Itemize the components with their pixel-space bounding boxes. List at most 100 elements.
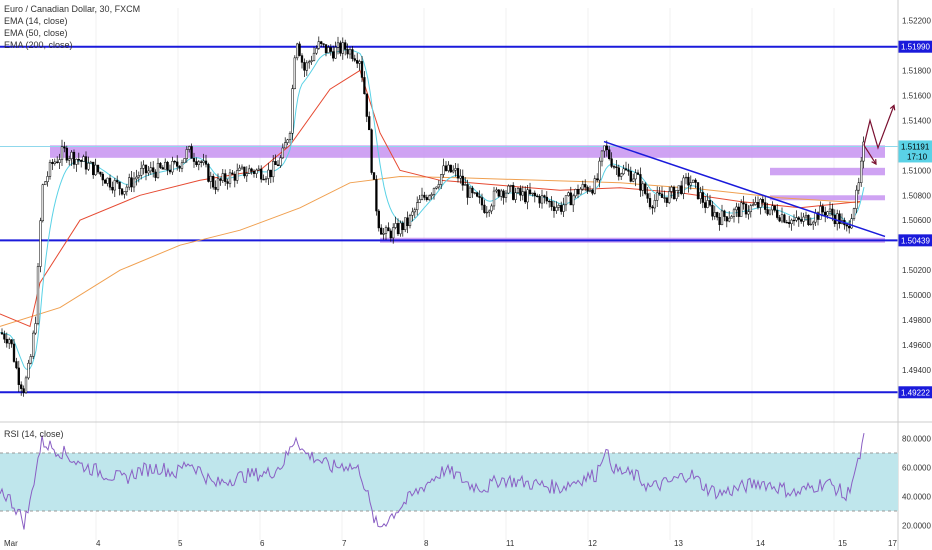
candle-body xyxy=(588,190,592,192)
candle-body xyxy=(776,210,779,218)
rsi-y-tick-label: 20.0000 xyxy=(902,522,931,531)
candle-body xyxy=(824,211,827,216)
candle-body xyxy=(166,161,169,171)
candle-body xyxy=(238,167,241,171)
candle-body xyxy=(68,158,71,161)
candle-body xyxy=(432,188,436,195)
candle-body xyxy=(257,168,260,171)
candle-body xyxy=(418,199,421,203)
candle-body xyxy=(0,332,4,335)
candle-body xyxy=(396,223,400,235)
candle-body xyxy=(509,185,512,187)
candle-body xyxy=(243,166,246,177)
candle-body xyxy=(406,217,409,227)
candle-body xyxy=(387,227,390,232)
y-tick-label: 1.49800 xyxy=(902,316,931,325)
y-tick-label: 1.50600 xyxy=(902,216,931,225)
candle-body xyxy=(852,208,856,219)
candle-body xyxy=(87,162,90,170)
candle-body xyxy=(485,211,488,214)
x-tick-label: 12 xyxy=(588,539,597,548)
candle-body xyxy=(564,195,568,206)
candle-body xyxy=(612,166,616,168)
candle-body xyxy=(778,217,781,222)
candle-body xyxy=(692,179,695,183)
candle-body xyxy=(32,332,35,357)
x-tick-label: 15 xyxy=(838,539,847,548)
candle-body xyxy=(665,197,668,203)
candle-body xyxy=(365,93,368,117)
candle-body xyxy=(329,47,332,52)
candle-body xyxy=(548,200,551,203)
candle-body xyxy=(543,195,546,198)
candle-body xyxy=(742,202,745,205)
candle-body xyxy=(320,41,323,44)
resistance-zone xyxy=(770,167,885,176)
candle-body xyxy=(267,169,270,179)
candle-body xyxy=(224,173,227,182)
ema200-legend[interactable]: EMA (200, close) xyxy=(4,40,73,50)
candle-body xyxy=(248,168,251,174)
candle-body xyxy=(675,190,678,199)
candle-body xyxy=(65,147,68,161)
candle-body xyxy=(478,196,481,198)
candle-body xyxy=(567,192,570,196)
candle-body xyxy=(718,217,721,225)
candle-body xyxy=(108,177,112,188)
candle-body xyxy=(500,190,503,197)
candle-body xyxy=(646,193,649,199)
ema50-legend[interactable]: EMA (50, close) xyxy=(4,28,68,38)
candle-body xyxy=(56,161,59,163)
rsi-label[interactable]: RSI (14, close) xyxy=(4,429,64,439)
candle-body xyxy=(288,132,292,141)
candle-body xyxy=(526,189,529,203)
candle-body xyxy=(41,184,44,222)
candle-body xyxy=(305,62,308,71)
candle-body xyxy=(375,179,378,212)
candle-body xyxy=(682,177,685,194)
candle-body xyxy=(819,206,822,220)
candle-body xyxy=(164,161,167,170)
candle-body xyxy=(480,197,484,206)
candle-body xyxy=(586,186,589,192)
candle-body xyxy=(144,164,148,174)
candle-body xyxy=(860,160,863,183)
candle-body xyxy=(356,60,359,64)
candle-body xyxy=(531,192,534,195)
level-price-tag xyxy=(898,234,932,247)
candle-body xyxy=(152,167,155,173)
candle-body xyxy=(706,200,709,208)
candle-body xyxy=(828,208,832,212)
candle-body xyxy=(408,215,412,227)
candle-body xyxy=(5,338,8,344)
y-tick-label: 1.50200 xyxy=(902,266,931,275)
candle-body xyxy=(281,147,284,159)
x-tick-label: 13 xyxy=(674,539,683,548)
level-price-tag xyxy=(898,386,932,399)
candle-body xyxy=(255,169,258,174)
candle-body xyxy=(192,158,196,162)
candle-body xyxy=(790,219,793,224)
candle-body xyxy=(51,161,54,164)
candle-body xyxy=(399,222,402,235)
candle-body xyxy=(711,204,714,217)
candle-body xyxy=(101,173,104,181)
current-price-tag xyxy=(898,140,932,163)
candle-body xyxy=(694,179,697,183)
candle-body xyxy=(264,178,268,180)
candle-body xyxy=(260,168,263,180)
candle-body xyxy=(857,182,860,191)
ema14-legend[interactable]: EMA (14, close) xyxy=(4,16,68,26)
candle-body xyxy=(308,61,311,64)
candle-body xyxy=(226,181,229,184)
candle-body xyxy=(382,233,385,235)
candle-body xyxy=(8,339,11,344)
candle-body xyxy=(788,222,791,224)
candle-body xyxy=(262,178,265,181)
y-tick-label: 1.51000 xyxy=(902,166,931,175)
candle-body xyxy=(591,190,594,194)
candle-body xyxy=(759,199,762,208)
candle-body xyxy=(540,195,544,204)
candle-body xyxy=(495,189,498,192)
